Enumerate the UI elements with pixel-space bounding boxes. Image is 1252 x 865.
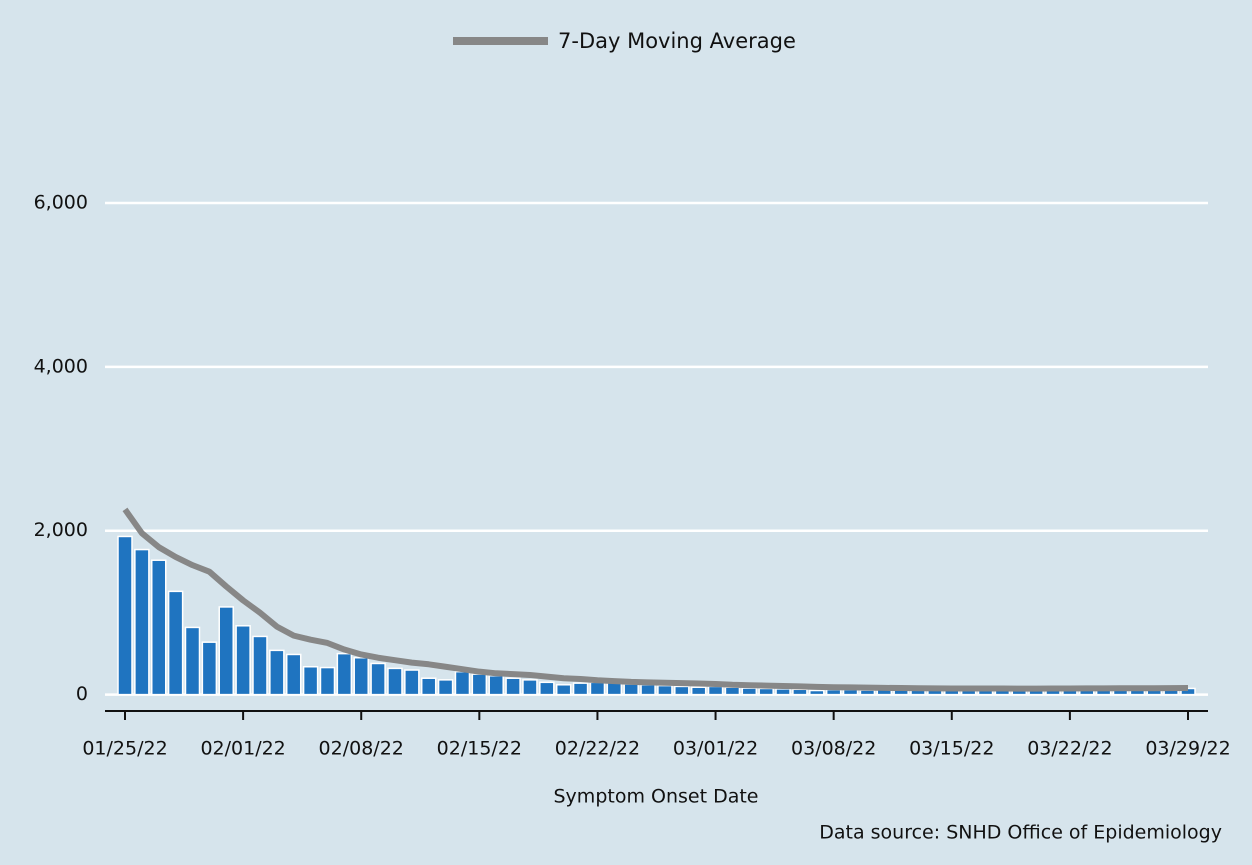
bar [201,641,218,696]
bar [218,606,234,696]
bar [859,689,876,696]
bar [809,689,825,696]
bar [319,666,336,696]
x-tick-label: 03/15/22 [909,738,994,760]
bar [589,681,606,696]
bar [370,662,386,696]
x-tick-label: 03/22/22 [1027,738,1112,760]
x-axis-label: Symptom Onset Date [554,786,759,808]
bar [623,683,639,696]
bar [674,685,690,696]
bar [488,675,504,696]
x-tick-label: 02/15/22 [437,738,522,760]
bar [235,625,251,696]
line [122,507,1189,692]
source-note: Data source: SNHD Office of Epidemiology [819,822,1222,844]
y-tick-label: 0 [76,683,88,705]
x-tick-label: 02/22/22 [555,738,640,760]
x-tick-label: 02/01/22 [200,738,285,760]
bar [269,649,285,696]
x-tick-label: 03/29/22 [1145,738,1230,760]
y-tick-label: 2,000 [34,519,88,541]
bar [454,670,471,696]
y-tick-label: 4,000 [34,355,88,377]
bar [657,684,673,696]
bar [285,653,302,696]
bar [724,686,741,696]
bar [353,656,369,696]
bar [690,686,707,696]
bar [825,688,842,696]
x-tick-label: 02/08/22 [319,738,404,760]
bar [471,673,488,696]
x-tick-label: 01/25/22 [82,738,167,760]
legend-label: 7-Day Moving Average [558,29,796,53]
bar [252,635,268,696]
bar [792,688,808,696]
bar [539,681,555,696]
y-tick-label: 6,000 [34,191,88,213]
x-tick-label: 03/01/22 [673,738,758,760]
bar [640,684,656,696]
bar [775,688,791,696]
bar [302,666,319,696]
bar [184,626,201,696]
bar [117,535,133,696]
bar [758,687,774,696]
bar [404,669,420,696]
bar [437,679,454,696]
x-tick-label: 03/08/22 [791,738,876,760]
bar [707,685,724,696]
bar [150,559,167,696]
bar [572,682,589,696]
bar [420,677,437,696]
bar [505,677,521,696]
bar [167,590,184,696]
bar [741,687,758,696]
bar [522,679,538,696]
bar [336,652,353,696]
bar [387,667,403,696]
bar [555,684,572,696]
bar [134,548,150,696]
